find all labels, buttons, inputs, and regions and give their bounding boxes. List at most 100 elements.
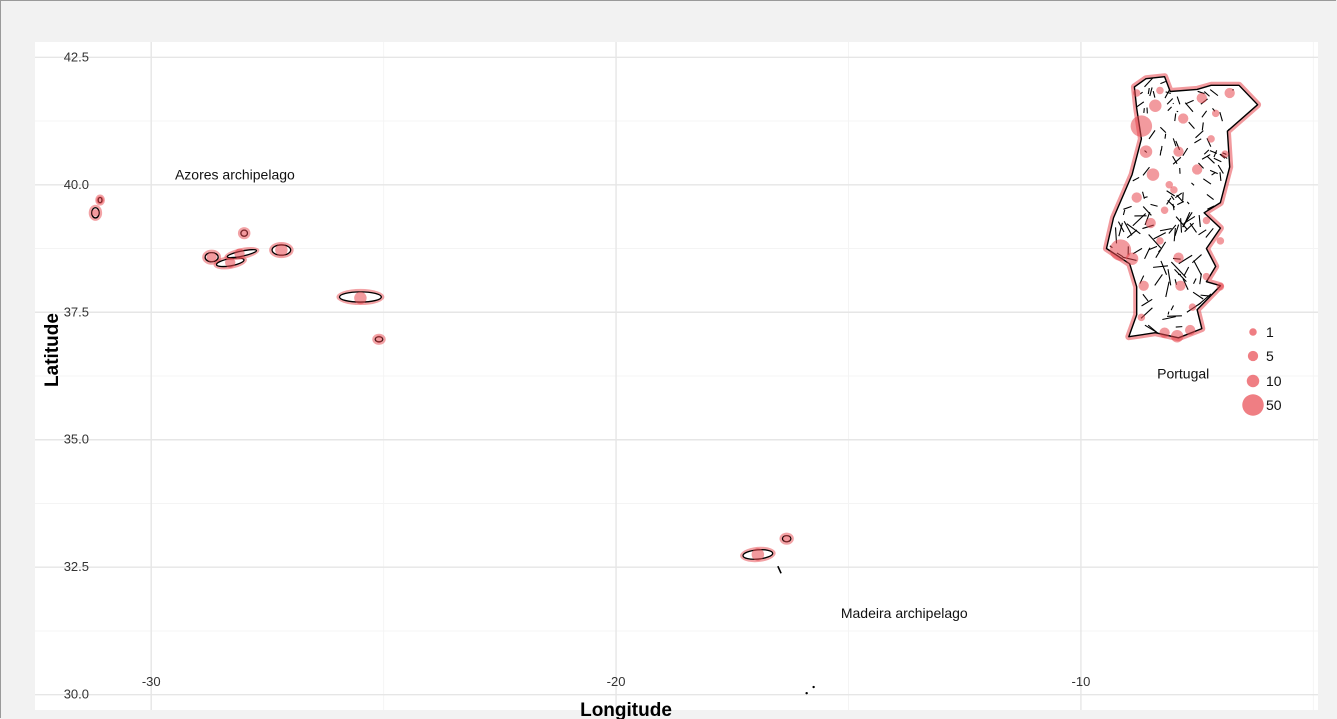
mainland-outline [1105, 76, 1259, 339]
municipality-border [1160, 260, 1168, 275]
municipality-border [1184, 102, 1194, 113]
municipality-border [1123, 220, 1133, 236]
municipality-border [1194, 138, 1202, 144]
size-legend: 1 5 10 50 [1242, 324, 1282, 416]
municipality-border [1173, 227, 1176, 242]
minor-gridlines [35, 42, 1318, 710]
municipality-border [1207, 205, 1215, 210]
y-tick-label: 37.5 [64, 304, 89, 319]
municipality-border [1191, 254, 1202, 264]
data-point [234, 248, 245, 259]
data-point [1156, 86, 1164, 95]
municipality-border [1209, 89, 1219, 97]
municipality-border [1176, 96, 1181, 105]
data-point [1145, 217, 1156, 229]
data-point [1173, 146, 1184, 157]
y-axis-title: Latitude [42, 313, 63, 387]
municipality-border [1182, 278, 1189, 290]
municipality-border [1186, 201, 1190, 205]
municipality-border [1184, 222, 1195, 233]
municipality-border [1144, 77, 1154, 88]
municipality-border [1167, 269, 1172, 286]
municipality-border [1175, 192, 1183, 199]
municipality-border [1165, 281, 1170, 298]
municipality-border [1172, 138, 1177, 147]
data-point [1207, 135, 1215, 143]
municipality-border [1172, 155, 1178, 165]
municipality-border [1164, 90, 1170, 99]
data-point [1178, 113, 1189, 124]
municipality-border [1126, 229, 1138, 239]
legend-key [1246, 374, 1260, 388]
data-point [1159, 327, 1170, 338]
legend-label: 10 [1266, 373, 1282, 389]
municipality-border [1148, 130, 1156, 140]
data-point [1139, 145, 1153, 158]
municipality-border [1183, 266, 1190, 277]
municipality-border [1152, 90, 1156, 98]
municipality-border [1202, 178, 1212, 185]
data-point [1146, 168, 1160, 181]
municipality-border [1211, 171, 1216, 176]
municipality-border [1198, 229, 1207, 236]
annotation-label: Madeira archipelago [841, 605, 968, 621]
municipality-border [1148, 234, 1162, 249]
annotations: Azores archipelago Madeira archipelago Por… [175, 167, 1209, 622]
municipality-border [1170, 195, 1175, 201]
municipality-border [1136, 101, 1145, 108]
municipality-border [1123, 205, 1132, 210]
y-tick-label: 42.5 [64, 49, 89, 64]
y-tick-label: 30.0 [64, 687, 89, 702]
municipality-border [1166, 197, 1172, 205]
land-outlines [88, 73, 1262, 695]
data-point [1132, 89, 1141, 97]
municipality-border [1191, 182, 1195, 186]
municipality-border [1170, 305, 1174, 311]
municipality-border [1167, 106, 1172, 112]
municipality-border [1149, 87, 1153, 97]
municipality-border [1175, 216, 1188, 230]
municipality-border [1118, 222, 1123, 237]
data-point [1160, 206, 1169, 215]
data-point [1184, 324, 1196, 336]
data-point [1156, 237, 1164, 245]
data-point [225, 257, 236, 268]
selvagens-islands [805, 691, 808, 695]
municipality-border [1172, 156, 1182, 165]
municipality-border [1180, 218, 1183, 233]
major-gridlines [35, 42, 1318, 710]
municipality-border [1174, 269, 1187, 282]
data-point [354, 291, 367, 305]
municipality-border [1219, 112, 1223, 122]
municipality-border [1172, 203, 1175, 211]
municipality-border [1176, 194, 1184, 203]
municipality-border [1166, 98, 1174, 105]
data-point [1224, 87, 1235, 99]
municipality-border [1199, 273, 1202, 285]
municipality-border [1142, 293, 1149, 302]
data-point [1196, 92, 1207, 104]
legend-key [1247, 350, 1259, 362]
legend-label: 1 [1266, 324, 1274, 340]
municipality-border [1182, 147, 1189, 157]
municipality-border [1132, 213, 1147, 227]
municipality-border [1209, 150, 1218, 154]
municipality-border [1174, 224, 1180, 237]
municipality-border [1154, 274, 1163, 286]
municipality-border [1203, 149, 1210, 155]
y-tick-label: 35.0 [64, 432, 89, 447]
municipality-border [1217, 164, 1224, 174]
municipality-border [1164, 133, 1167, 139]
data-point [1109, 239, 1132, 261]
municipality-border [1193, 278, 1197, 284]
municipality-border [1203, 91, 1210, 97]
municipality-border [1144, 196, 1148, 199]
municipality-border [1160, 81, 1166, 85]
data-point [1125, 252, 1139, 265]
x-tick-label: -20 [607, 674, 626, 689]
desertas-islands [777, 565, 782, 574]
municipality-border [1159, 149, 1162, 156]
x-tick-label: -30 [142, 674, 161, 689]
